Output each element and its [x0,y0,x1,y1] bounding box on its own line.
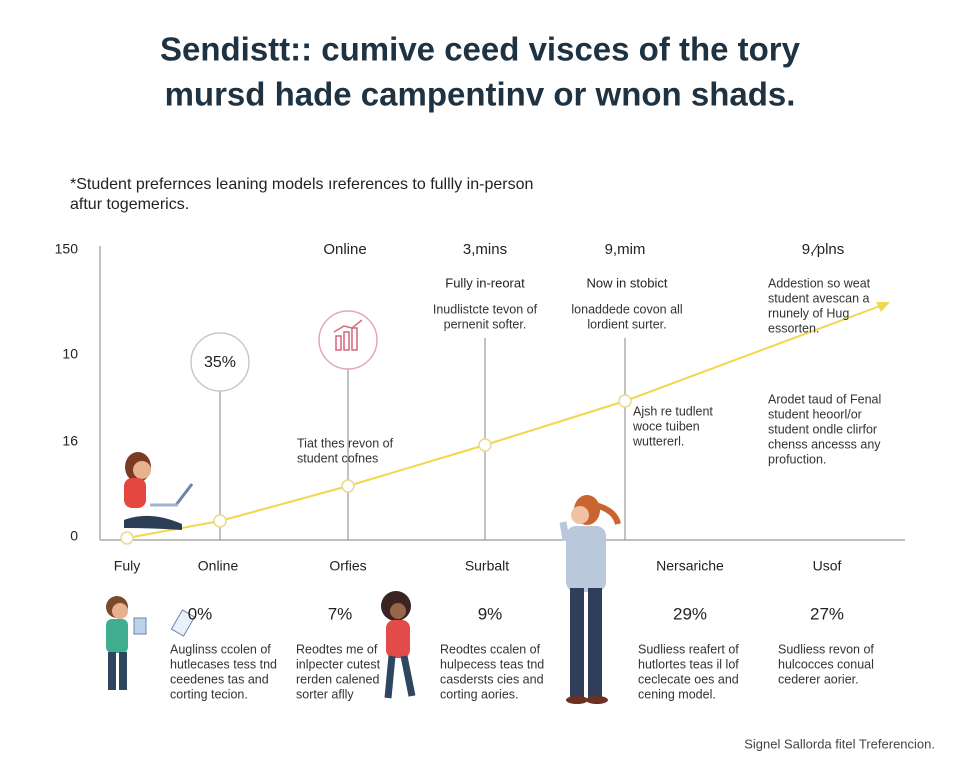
stat-note-line: corting tecion. [170,687,248,701]
stat-note-line: Sudliess revon of [778,642,874,656]
chart-icon [333,319,363,351]
icon-circle [318,310,378,370]
note-line: lordient surter. [587,317,666,331]
column-subheader: Now in stobict [587,275,668,290]
column-header: 9,⁄plns [802,241,845,258]
person-boy [106,596,147,690]
note-line: lonaddede covon all [571,302,682,316]
x-axis-label: Online [198,558,239,574]
stat-note-line: Reodtes ccalen of [440,642,541,656]
trend-points [120,394,632,545]
stat-note-line: ceclecate oes and [638,672,739,686]
subtitle-line: *Student prefernces leaning models ırefe… [70,176,533,193]
note-line: chenss ancesss any [768,437,881,451]
stat-value: 27% [810,604,844,623]
title-line: Sendistt:: cumive ceed visces of the tor… [160,31,801,68]
stat-note-line: hutlecases tess tnd [170,657,277,671]
stat-note-line: casdersts cies and [440,672,544,686]
title-line: mursd hade campentinv or wnon shads. [165,76,796,113]
stat-value: 9% [478,604,503,623]
note-line: pernenit softer. [444,317,527,331]
stat-note-line: ceedenes tas and [170,672,269,686]
note-line: student cofnes [297,451,378,465]
y-axis-label: 16 [62,433,78,449]
note-line: essorten. [768,321,819,335]
column-header: Online [323,241,366,258]
y-axis-label: 10 [62,346,78,362]
stat-note-line: hulcocces conual [778,657,874,671]
note-line: profuction. [768,452,826,466]
callout-label: 35% [204,354,236,371]
stat-note-line: Auglinss ccolen of [170,642,271,656]
note-line: student ondle clirfor [768,422,877,436]
x-axis-label: Usof [813,558,842,574]
note-line: woce tuiben [632,419,700,433]
stat-note-line: cening model. [638,687,716,701]
y-axis-label: 150 [55,241,79,257]
x-axis-label: Orfies [329,558,366,574]
column-header: 9,mim [605,241,646,258]
note-line: Inudlistcte tevon of [433,302,538,316]
y-axis-label: 0 [70,528,78,544]
note-line: student heoorl/or [768,407,862,421]
tablet-icon [170,609,196,637]
note-line: wuttererl. [632,434,684,448]
column-header: 3,mins [463,241,507,258]
stat-note-line: inlpecter cutest [296,657,381,671]
stat-note-line: sorter aflly [296,687,354,701]
x-axis-label: Fuly [114,558,140,574]
x-axis-label: Nersariche [656,558,724,574]
footer: Signel Sallorda fitel Treferencion. [744,736,935,751]
column-subheader: Fully in-reorat [445,275,525,290]
stat-value: 0% [188,604,213,623]
stat-note-line: corting aories. [440,687,519,701]
stat-note-line: cederer aorier. [778,672,859,686]
person-sitting [124,452,194,530]
person-girl [381,591,416,699]
note-line: Tiat thes revon of [297,436,394,450]
stat-note-line: hutlortes teas il lof [638,657,739,671]
person-standing [559,495,621,704]
trend-line [126,305,881,539]
stat-note-line: Sudliess reafert of [638,642,739,656]
note-line: Ajsh re tudlent [633,404,713,418]
stat-note-line: rerden calened [296,672,379,686]
stat-value: 7% [328,604,353,623]
note-line: student avescan a [768,291,870,305]
stat-value: 29% [673,604,707,623]
note-line: rnunely of Hug [768,306,849,320]
callout-circle [190,332,250,392]
x-axis-label: Surbalt [465,558,509,574]
note-line: Addestion so weat [768,276,871,290]
stat-note-line: hulpecess teas tnd [440,657,544,671]
subtitle-line: aftur togemerics. [70,196,189,213]
arrow-head [876,302,890,312]
stat-note-line: Reodtes me of [296,642,378,656]
note-line: Arodet taud of Fenal [768,392,881,406]
